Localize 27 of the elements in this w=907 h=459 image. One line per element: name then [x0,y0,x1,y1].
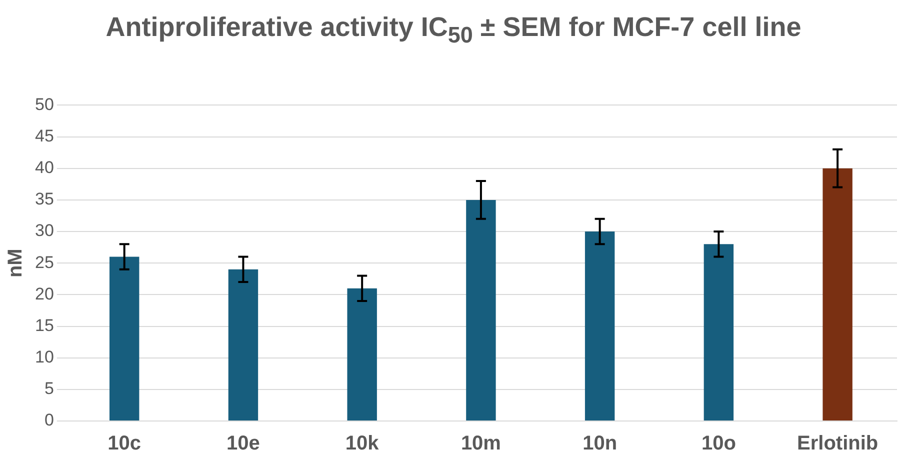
y-tick-label: 25 [34,252,54,272]
y-tick-label: 5 [44,379,54,398]
x-tick-label: Erlotinib [797,432,878,455]
y-tick-label: 40 [34,158,54,178]
bar [822,168,852,420]
x-tick-label: 10n [582,432,618,455]
y-tick-label: 10 [34,348,54,367]
x-tick-label: 10k [345,432,380,455]
y-tick-label: 35 [34,190,54,209]
y-tick-label: 30 [34,221,54,240]
bar [466,200,496,420]
y-tick-label: 15 [34,316,54,335]
bar [704,244,734,420]
chart-title: Antiproliferative activity IC$_{50}$ ± SEM for MCF-7 cell line [104,11,802,50]
x-tick-label: 10c [108,432,142,455]
y-tick-label: 20 [34,284,54,304]
y-tick-label: 50 [34,94,54,114]
x-tick-label: 10m [460,432,501,455]
x-tick-label: 10e [226,432,260,455]
y-tick-label: 0 [44,410,54,430]
bar [228,269,258,420]
bar [584,232,615,420]
bar [347,288,377,420]
y-tick-label: 45 [34,126,54,146]
bar [109,256,140,420]
x-tick-label: 10o [701,432,736,455]
y-axis-title: nM [4,248,27,278]
